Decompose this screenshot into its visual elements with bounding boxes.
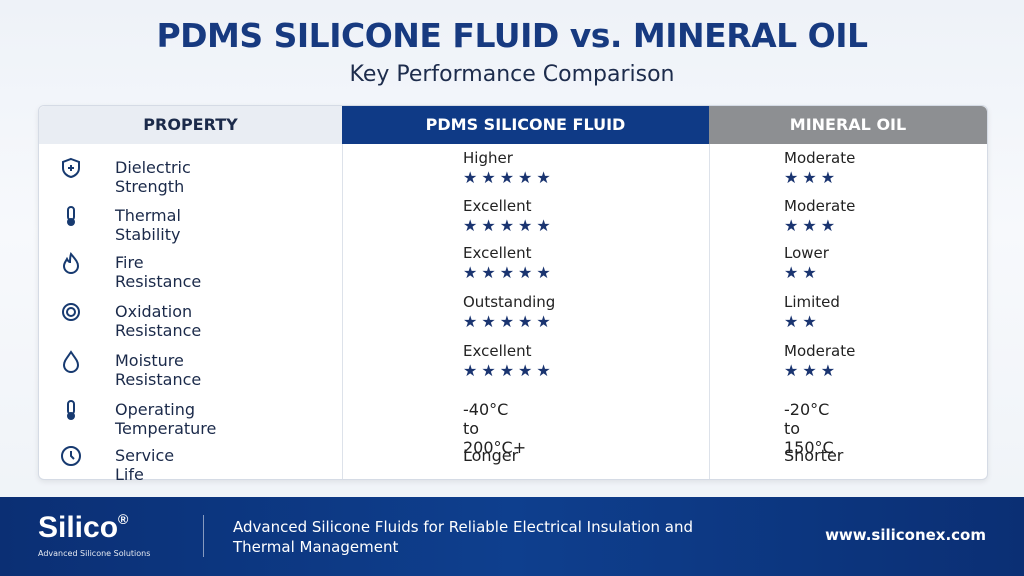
mineral-rating: Moderate [784, 342, 856, 360]
pdms-rating: Excellent [463, 342, 532, 360]
property: Moisture Resistance [115, 351, 202, 389]
mineral-rating: Limited [784, 292, 840, 311]
mineral-value: Shorter [784, 446, 844, 465]
footer: Silico® Advanced Silicone Solutions Adva… [0, 497, 1024, 576]
pdms-rating: Outstanding [463, 292, 556, 311]
logo: Silico® [38, 511, 128, 545]
pdms-rating: Excellent [463, 196, 532, 215]
property: Operating Temperature [115, 399, 217, 438]
icon-graphic [62, 251, 80, 274]
mineral-rating: Lower [784, 244, 829, 262]
description: Advanced Silicone Fluids for Reliable El… [233, 518, 694, 556]
mineral-rating: Moderate [784, 196, 856, 215]
logo-text: Silico [38, 511, 119, 544]
property: Thermal Stability [115, 205, 181, 244]
column-header: PDMS SILICONE FLUID [342, 106, 709, 144]
subtitle: Key Performance Comparison [349, 62, 675, 87]
icon-graphic [67, 205, 75, 226]
icon [59, 204, 83, 228]
pdms-value: -40°C to 200°C+ [463, 399, 527, 457]
mineral-stars: ★★★ [784, 168, 840, 187]
pdms-stars: ★★★★★ [463, 361, 555, 380]
comparison-table: PROPERTY PDMS SILICONE FLUID MINERAL OIL… [38, 105, 988, 484]
title: PDMS SILICONE FLUID vs. MINERAL OIL [156, 16, 868, 55]
mineral-stars: ★★ [784, 311, 821, 331]
column-header: PROPERTY [39, 106, 342, 144]
pdms-value: Longer [463, 446, 519, 465]
icon-graphic [62, 302, 80, 321]
pdms-rating: Excellent [463, 244, 532, 262]
divider [203, 515, 204, 557]
mineral-value: -20°C to 150°C [784, 399, 834, 457]
divider [342, 144, 343, 479]
mineral-stars: ★★★ [784, 215, 840, 235]
property: Dielectric Strength [115, 158, 191, 196]
icon [59, 349, 83, 373]
property: Fire Resistance [115, 253, 202, 291]
pdms-stars: ★★★★★ [463, 263, 555, 282]
icon [59, 444, 83, 468]
mineral-rating: Moderate [784, 149, 856, 167]
column-header: MINERAL OIL [709, 106, 987, 144]
property: Oxidation Resistance [115, 301, 202, 340]
website: www.siliconex.com [825, 526, 986, 544]
pdms-stars: ★★★★★ [463, 215, 555, 235]
pdms-rating: Higher [463, 149, 513, 167]
icon [59, 300, 83, 324]
divider [709, 144, 710, 479]
icon-graphic [62, 350, 80, 373]
icon-graphic [67, 399, 75, 420]
pdms-stars: ★★★★★ [463, 311, 555, 331]
icon [59, 251, 83, 275]
icon-graphic [62, 157, 80, 179]
pdms-stars: ★★★★★ [463, 168, 555, 187]
property: Service Life [115, 446, 175, 484]
icon [59, 398, 83, 422]
mineral-stars: ★★ [784, 263, 821, 282]
icon [59, 156, 83, 180]
mineral-stars: ★★★ [784, 361, 840, 380]
tagline: Advanced Silicone Solutions [38, 549, 151, 558]
icon-graphic [61, 446, 81, 466]
logo-mark: ® [118, 511, 129, 527]
